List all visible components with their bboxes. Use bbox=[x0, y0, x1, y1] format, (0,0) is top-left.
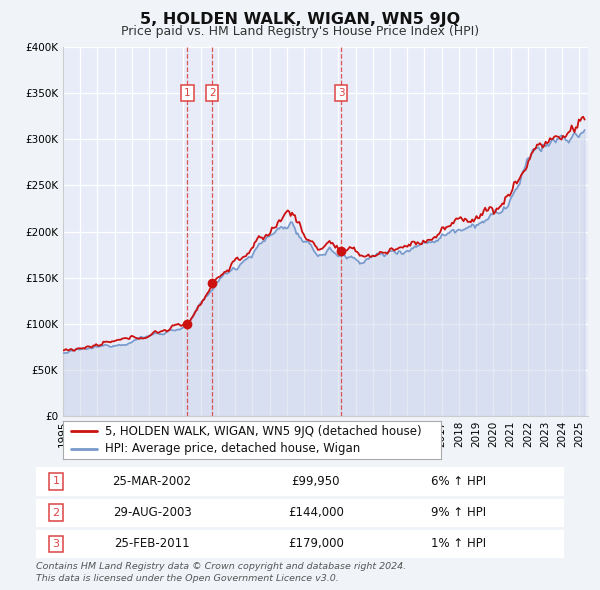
Text: 25-MAR-2002: 25-MAR-2002 bbox=[113, 475, 192, 488]
Text: 29-AUG-2003: 29-AUG-2003 bbox=[113, 506, 191, 519]
Text: 6% ↑ HPI: 6% ↑ HPI bbox=[431, 475, 486, 488]
Text: 3: 3 bbox=[338, 88, 344, 99]
Text: 5, HOLDEN WALK, WIGAN, WN5 9JQ: 5, HOLDEN WALK, WIGAN, WN5 9JQ bbox=[140, 12, 460, 27]
Text: £179,000: £179,000 bbox=[288, 537, 344, 550]
Text: 3: 3 bbox=[53, 539, 59, 549]
Text: 1: 1 bbox=[53, 477, 59, 486]
Text: 1% ↑ HPI: 1% ↑ HPI bbox=[431, 537, 486, 550]
Text: 2: 2 bbox=[53, 508, 59, 517]
Text: 1: 1 bbox=[184, 88, 191, 99]
Text: Contains HM Land Registry data © Crown copyright and database right 2024.
This d: Contains HM Land Registry data © Crown c… bbox=[36, 562, 406, 583]
Text: HPI: Average price, detached house, Wigan: HPI: Average price, detached house, Wiga… bbox=[104, 442, 360, 455]
Text: Price paid vs. HM Land Registry's House Price Index (HPI): Price paid vs. HM Land Registry's House … bbox=[121, 25, 479, 38]
Text: 2: 2 bbox=[209, 88, 215, 99]
Text: 25-FEB-2011: 25-FEB-2011 bbox=[115, 537, 190, 550]
Text: £99,950: £99,950 bbox=[292, 475, 340, 488]
Text: £144,000: £144,000 bbox=[288, 506, 344, 519]
Text: 5, HOLDEN WALK, WIGAN, WN5 9JQ (detached house): 5, HOLDEN WALK, WIGAN, WN5 9JQ (detached… bbox=[104, 425, 421, 438]
Text: 9% ↑ HPI: 9% ↑ HPI bbox=[431, 506, 486, 519]
